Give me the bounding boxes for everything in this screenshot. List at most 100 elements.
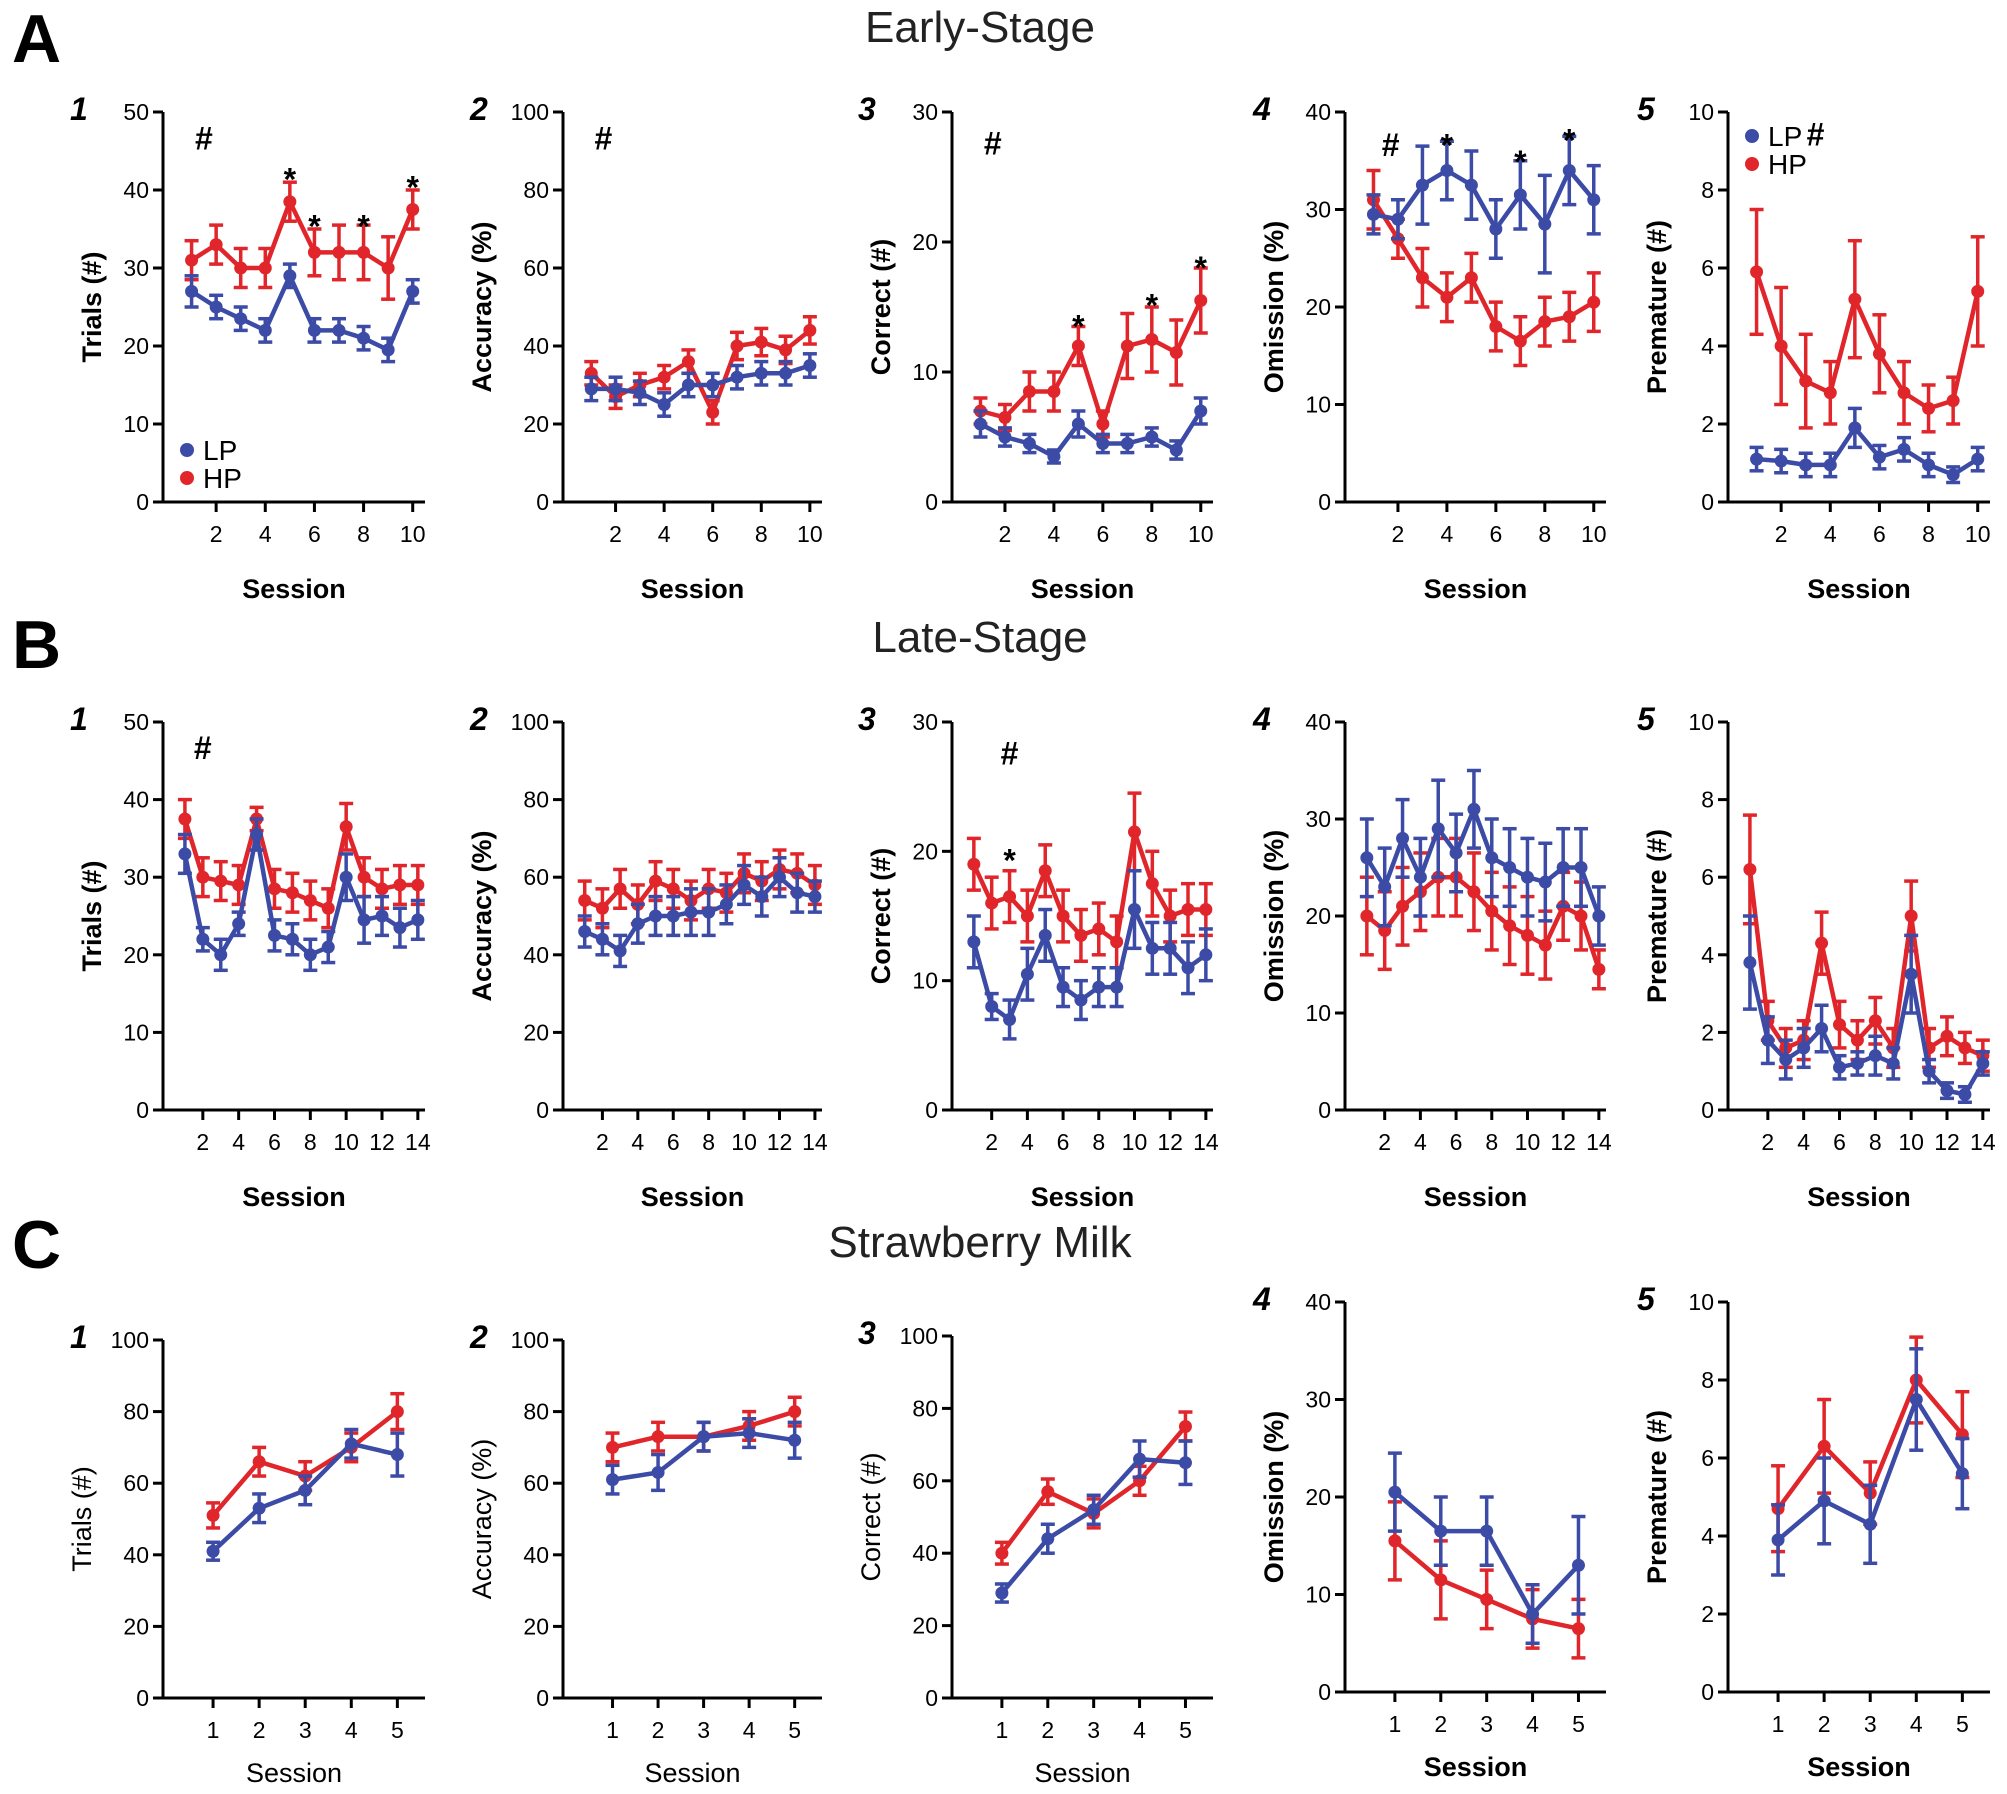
data-point [307,323,321,337]
data-point [1360,851,1374,865]
x-tick-label: 2 [596,1129,609,1155]
data-point [357,913,371,927]
y-tick-label: 2 [1701,1601,1714,1627]
x-tick-label: 14 [1586,1129,1612,1155]
series-lp [177,817,425,973]
data-point [1434,1573,1448,1587]
significance-star: * [284,162,297,198]
panel-number: 5 [1637,701,1656,737]
x-tick-label: 4 [1021,1129,1034,1155]
y-tick-label: 8 [1701,177,1714,203]
x-axis-label: Session [1031,1182,1135,1212]
data-point [803,359,817,372]
x-axis-label: Session [1034,1758,1130,1788]
data-point [584,382,598,396]
series-line-lp [190,273,415,353]
series-line-hp [1754,271,1980,411]
data-point [1145,941,1159,955]
data-point [681,355,695,369]
data-point [1571,1558,1585,1572]
data-point [1556,861,1570,874]
y-tick-label: 40 [123,787,149,813]
data-point [1181,903,1195,917]
axes [1718,1300,1990,1702]
x-tick-label: 6 [1833,1129,1846,1155]
data-point [1771,1533,1785,1547]
x-tick-label: 4 [1797,1129,1810,1155]
data-point [779,343,793,357]
series-hp [177,797,425,930]
x-tick-label: 6 [1057,1129,1070,1155]
x-tick-label: 4 [1048,521,1061,547]
x-axis-label: Session [1424,1182,1528,1212]
data-point [755,890,769,904]
data-point [1868,1049,1882,1063]
significance-star: * [1003,842,1016,878]
y-tick-label: 0 [1701,1097,1714,1123]
data-point [1520,928,1534,942]
row-letter-a: A [12,1,61,77]
x-axis-label: Session [246,1758,342,1788]
data-point [1513,188,1527,202]
data-point [357,870,371,884]
data-point [285,886,299,900]
x-tick-label: 4 [1133,1717,1146,1743]
x-tick-label: 5 [391,1717,404,1743]
axes [553,720,822,1120]
data-point [1360,909,1374,923]
data-point [651,1430,665,1444]
data-point [1163,909,1177,923]
data-point [214,948,228,962]
series-lp [577,856,822,969]
x-axis-label: Session [1031,574,1135,604]
x-tick-label: 3 [1864,1711,1877,1737]
series-hp [1742,813,1990,1073]
data-point [1922,1064,1936,1078]
data-point [651,1465,665,1479]
data-point [1440,164,1454,177]
data-point [268,882,281,896]
data-point [1817,1439,1831,1453]
data-point [283,195,297,209]
data-point [303,948,317,962]
x-tick-label: 5 [1179,1717,1192,1743]
data-point [1743,956,1757,970]
panel-number: 2 [469,91,488,127]
data-point [1396,899,1410,913]
data-point [1199,903,1213,917]
y-axis-label: Premature (#) [1642,220,1672,394]
x-tick-label: 2 [1434,1711,1447,1737]
panel-number: 5 [1637,91,1656,127]
data-point [285,932,299,946]
data-point [595,901,609,915]
data-point [1022,437,1036,450]
x-tick-label: 6 [268,1129,281,1155]
series-line-lp [979,409,1203,459]
data-point [1467,885,1481,899]
y-tick-label: 100 [900,1323,938,1349]
x-tick-label: 6 [1489,521,1502,547]
x-tick-label: 2 [196,1129,209,1155]
x-tick-label: 12 [1157,1129,1183,1155]
data-point [1958,1041,1972,1055]
x-tick-label: 6 [1450,1129,1463,1155]
data-point [1940,1029,1954,1043]
x-tick-label: 4 [1414,1129,1427,1155]
series-line-hp [979,299,1203,427]
x-tick-label: 1 [606,1717,619,1743]
y-tick-label: 80 [912,1395,938,1421]
series-hp [184,180,420,301]
data-point [633,386,647,400]
data-point [283,269,297,283]
axes [1335,1300,1606,1702]
data-point [1127,903,1141,917]
data-point [1797,1041,1811,1055]
data-point [1574,909,1588,923]
x-tick-label: 12 [1550,1129,1576,1155]
data-point [1774,339,1788,353]
y-tick-label: 20 [123,333,149,359]
data-point [1038,928,1052,942]
significance-hash: # [194,730,212,766]
